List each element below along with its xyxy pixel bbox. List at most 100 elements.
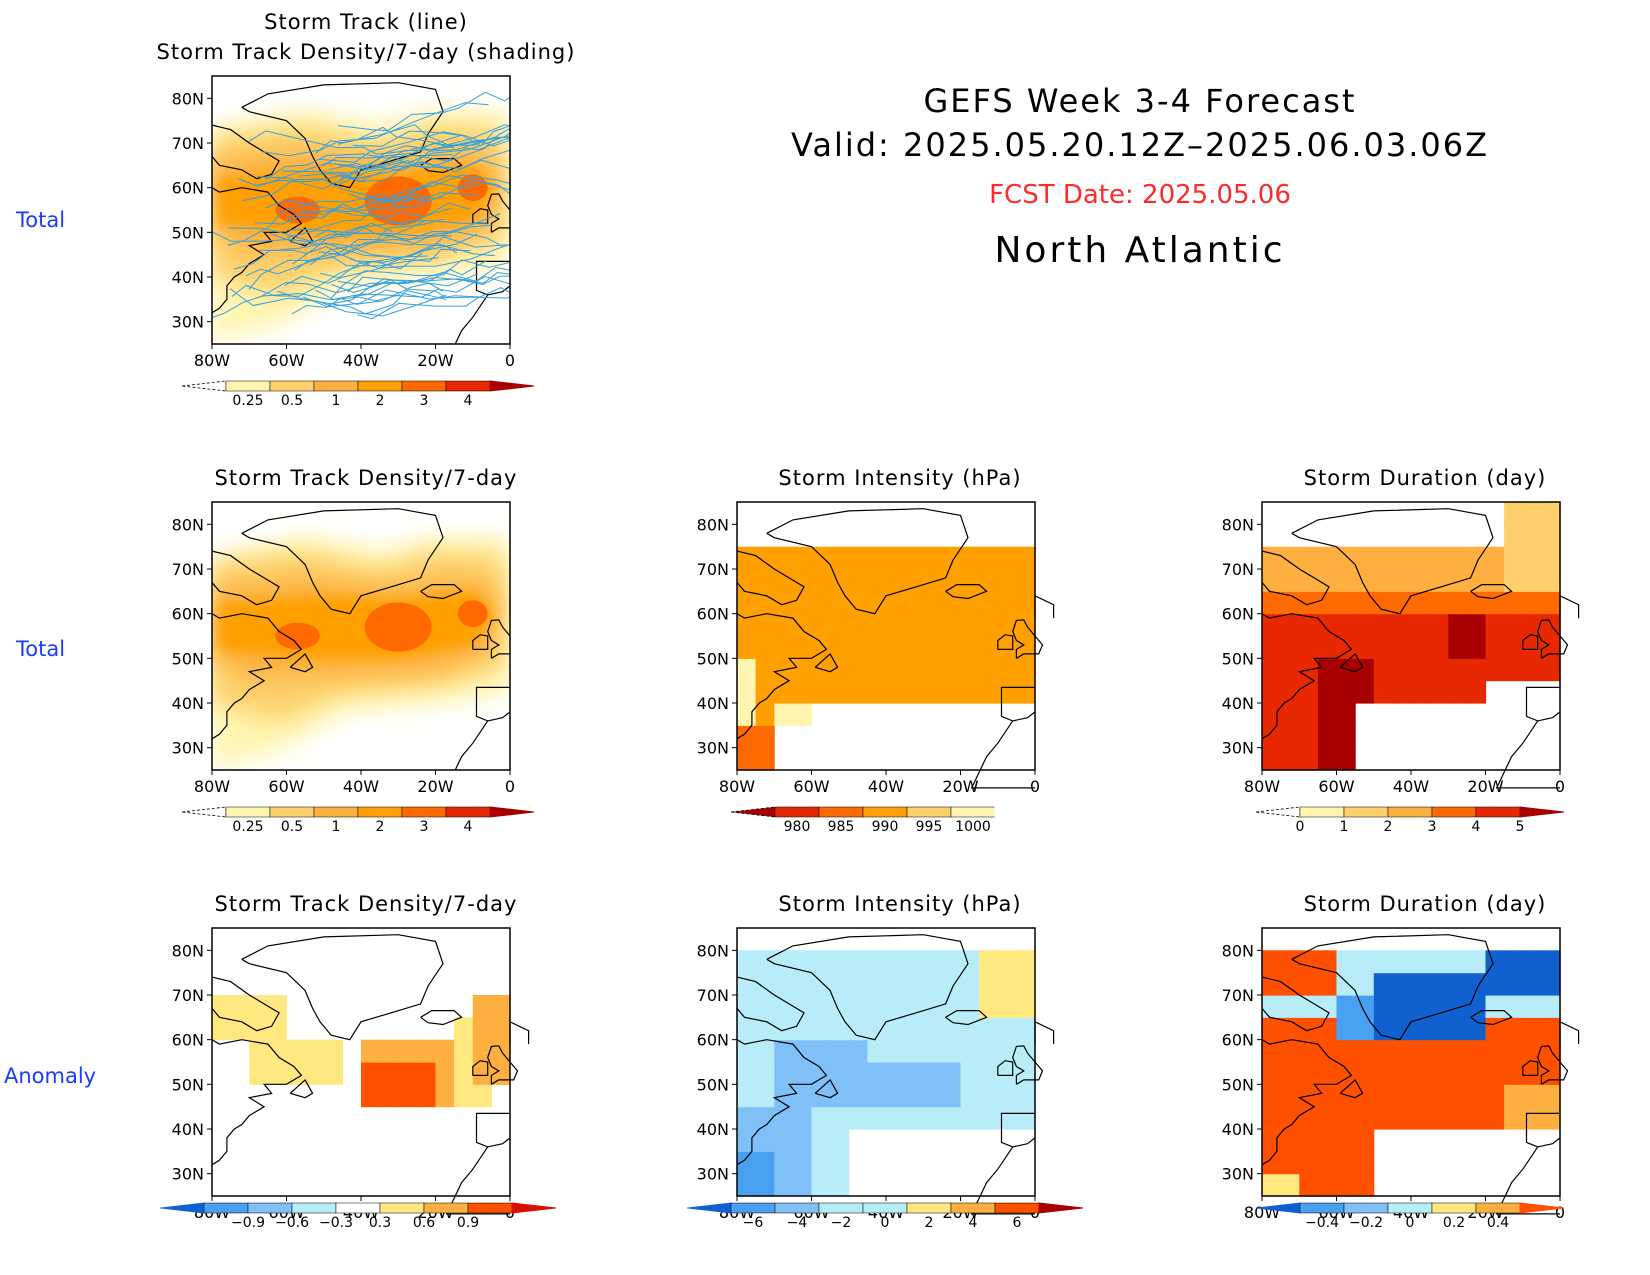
duration-anom-cell [1411, 1017, 1431, 1041]
duration-anom-cell [1411, 995, 1431, 1018]
density-total-cb-label: 1 [332, 819, 341, 835]
duration-anom-cell [1317, 1129, 1338, 1152]
density-anom-lat-label: 60N [172, 1031, 204, 1050]
intensity-anom-cell [886, 1106, 906, 1130]
panel-title-density-anom: Storm Track Density/7-day [214, 892, 518, 916]
density-total-coast-baffin [212, 550, 280, 606]
duration-total-cell [1373, 591, 1393, 615]
intensity-total-cell [830, 546, 850, 570]
duration-total-cell [1485, 658, 1505, 682]
duration-total-cell [1485, 613, 1505, 637]
intensity-total-cb-swatch [730, 806, 776, 818]
density-anom-coast-greenland [241, 934, 444, 1041]
intensity-total-cell [774, 546, 794, 570]
intensity-total-cell [941, 658, 962, 682]
intensity-total-cb-label: 995 [916, 819, 943, 835]
intensity-total-cell [904, 546, 924, 570]
intensity-total-cell [792, 546, 813, 570]
intensity-anom-cell [792, 995, 813, 1018]
intensity-total-coast-greenland [766, 508, 969, 615]
density-total-cb-swatch [313, 806, 359, 818]
density-anom-cell [454, 1039, 474, 1063]
duration-total-cell [1504, 658, 1524, 682]
storm-track-line [291, 282, 444, 315]
duration-anom-cell [1373, 1039, 1393, 1063]
intensity-total-cell [886, 658, 906, 682]
duration-anom-cell [1466, 1106, 1487, 1130]
intensity-total-cell [923, 658, 943, 682]
intensity-anom-cell [960, 995, 980, 1018]
duration-total-cb-swatch [1299, 806, 1345, 818]
duration-anom-cell [1373, 1084, 1393, 1108]
density-total-lat-label: 30N [172, 739, 204, 758]
intensity-total-cell [737, 703, 757, 726]
duration-total-cell [1411, 680, 1431, 704]
density-anom-cb-label: 0.3 [369, 1215, 391, 1231]
duration-total-cell [1280, 613, 1300, 637]
track-total-cb-swatch [181, 380, 227, 392]
track-total-lat-label: 80N [172, 89, 204, 108]
intensity-total-cell [755, 725, 775, 749]
intensity-anom-cell [997, 995, 1017, 1018]
intensity-anom-cell [755, 1017, 775, 1041]
duration-anom-cell [1541, 972, 1561, 996]
duration-total-cell [1448, 546, 1468, 570]
intensity-total-cb-swatch [994, 806, 1040, 818]
intensity-anom-cell [811, 995, 831, 1018]
intensity-anom-cell [792, 1129, 813, 1152]
intensity-total-cell [792, 658, 813, 682]
duration-anom-cell [1262, 1106, 1282, 1130]
duration-total-coast-ireland [1522, 634, 1539, 651]
intensity-total-cell [737, 591, 757, 615]
duration-anom-cell [1262, 995, 1282, 1018]
duration-total-cell [1541, 569, 1561, 592]
duration-anom-cell [1429, 972, 1449, 996]
duration-anom-cell [1504, 972, 1524, 996]
duration-total-cb-swatch [1519, 806, 1565, 818]
density-anom-cell [249, 1017, 269, 1041]
density-anom-cb-swatch [247, 1202, 293, 1214]
intensity-anom-cell [1016, 995, 1036, 1018]
intensity-total-coast-ireland [997, 634, 1014, 651]
duration-total-cell [1336, 703, 1356, 726]
duration-anom-cell [1355, 972, 1375, 996]
intensity-anom-cell [960, 1106, 980, 1130]
duration-total-cell [1541, 591, 1561, 615]
storm-track-line [303, 289, 481, 308]
storm-track-line [262, 102, 489, 157]
duration-total-cell [1299, 725, 1319, 749]
track-total-coast-africa [454, 294, 489, 344]
duration-anom-cell [1262, 1129, 1282, 1152]
duration-total-cell [1485, 569, 1505, 592]
intensity-total-cell [997, 680, 1017, 704]
intensity-anom-cell [848, 1084, 868, 1108]
density-total-lon-label: 60W [268, 777, 304, 796]
duration-anom-cell [1299, 1151, 1319, 1175]
intensity-anom-cell [867, 1106, 887, 1130]
intensity-anom-coast-britain [1012, 1045, 1044, 1085]
duration-anom-cb-label: −0.4 [1305, 1215, 1339, 1231]
intensity-total-cell [774, 636, 794, 659]
density-total-coast-iceland [420, 583, 463, 600]
density-anom-cell [472, 1039, 492, 1063]
intensity-anom-cell [886, 1039, 906, 1063]
intensity-anom-cb-swatch [950, 1202, 996, 1214]
duration-total-cell [1262, 703, 1282, 726]
intensity-anom-lat-label: 30N [697, 1165, 729, 1184]
intensity-anom-cb-swatch [818, 1202, 864, 1214]
duration-anom-cell [1504, 1017, 1524, 1041]
duration-anom-cell [1504, 995, 1524, 1018]
duration-anom-cell [1373, 972, 1393, 996]
duration-total-cell [1317, 658, 1338, 682]
density-total-coast-ireland [472, 634, 489, 651]
density-anom-lat-label: 40N [172, 1120, 204, 1139]
duration-total-cell [1504, 569, 1524, 592]
duration-total-cell [1411, 569, 1431, 592]
intensity-anom-cell [923, 1062, 943, 1085]
intensity-total-lat-label: 40N [697, 694, 729, 713]
storm-track-line [286, 181, 481, 231]
intensity-anom-cell [737, 972, 757, 996]
duration-total-cell [1429, 636, 1449, 659]
intensity-total-cell [755, 569, 775, 592]
duration-total-cell [1392, 546, 1412, 570]
